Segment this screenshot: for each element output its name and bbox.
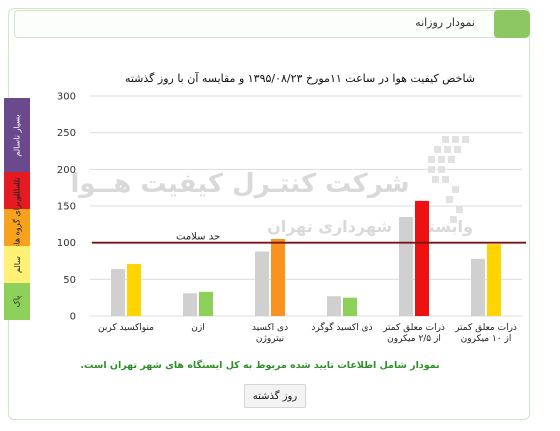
watermark-logo-square xyxy=(434,146,441,153)
x-tick-label: ازن xyxy=(191,323,204,333)
watermark-logo-square xyxy=(442,176,449,183)
bar-previous-day xyxy=(471,258,485,316)
x-tick-label: ذرات معلق کمتر از ۲/۵ میکرون xyxy=(382,323,445,344)
header-accent-tab xyxy=(494,10,530,38)
watermark-text: شرکت کنتـرل کیفیت هــوا xyxy=(70,169,409,199)
section-header: نمودار روزانه xyxy=(14,10,530,38)
previous-day-button[interactable]: روز گذشته xyxy=(244,384,306,408)
watermark-logo-square xyxy=(454,146,461,153)
watermark-logo-square xyxy=(452,186,459,193)
aqi-band-sensitive: ناسالم برای گروه های حساس xyxy=(4,177,30,278)
x-tick-label: ذرات معلق کمتر از ۱۰ میکرون xyxy=(454,323,517,344)
watermark-logo-square xyxy=(442,136,449,143)
watermark-logo-square xyxy=(452,136,459,143)
bar-today xyxy=(199,291,213,316)
health-limit-label: حد سلامت xyxy=(176,232,220,243)
bar-today xyxy=(487,244,501,316)
watermark-logo-square xyxy=(446,196,453,203)
bar-previous-day xyxy=(255,251,269,316)
watermark-logo-square xyxy=(438,156,445,163)
bar-previous-day xyxy=(399,217,413,316)
aqi-band-healthy: سالم xyxy=(4,246,30,283)
bar-today xyxy=(271,239,285,316)
watermark-text: وابسته به شهرداری تهران xyxy=(267,217,473,236)
watermark-logo-square xyxy=(462,136,469,143)
chart-title: شاخص کیفیت هوا در ساعت ۱۱مورخ ۱۳۹۵/۰۸/۲۳… xyxy=(124,72,476,85)
x-tick-label: منواکسید کربن xyxy=(98,323,154,333)
y-tick-label: 250 xyxy=(57,128,76,139)
watermark-logo-square xyxy=(432,176,439,183)
watermark-logo-square xyxy=(448,156,455,163)
chart-panel xyxy=(8,8,530,420)
watermark-logo-square xyxy=(450,216,457,223)
bar-today xyxy=(415,200,429,316)
section-title: نمودار روزانه xyxy=(415,16,475,29)
y-tick-label: 150 xyxy=(57,202,76,213)
bar-previous-day xyxy=(111,269,125,316)
y-tick-label: 200 xyxy=(57,165,76,176)
aqi-scale-strip: بسیار ناسالم ناسالم ناسالم برای گروه های… xyxy=(4,98,30,320)
x-tick-label: دی اکسید گوگرد xyxy=(311,321,372,333)
bar-previous-day xyxy=(183,293,197,316)
x-tick-label: دی اکسید نیتروژن xyxy=(252,323,288,344)
aqi-bar-chart: شرکت کنتـرل کیفیت هــوا وابسته به شهرداری… xyxy=(57,92,526,344)
watermark-logo-square xyxy=(428,156,435,163)
bar-today xyxy=(127,263,141,316)
footnote: نمودار شامل اطلاعات تایید شده مربوط به ک… xyxy=(80,360,440,371)
bar-today xyxy=(343,297,357,316)
bar-previous-day xyxy=(327,296,341,316)
y-tick-label: 50 xyxy=(63,275,76,286)
aqi-band-very-unhealthy: بسیار ناسالم xyxy=(4,98,30,172)
y-tick-label: 0 xyxy=(70,312,76,323)
watermark-logo-square xyxy=(456,206,463,213)
aqi-band-unhealthy: ناسالم xyxy=(4,172,30,209)
watermark-logo-square xyxy=(444,146,451,153)
aqi-band-clean: پاک xyxy=(4,283,30,320)
y-tick-label: 300 xyxy=(57,92,76,103)
y-tick-label: 100 xyxy=(57,238,76,249)
